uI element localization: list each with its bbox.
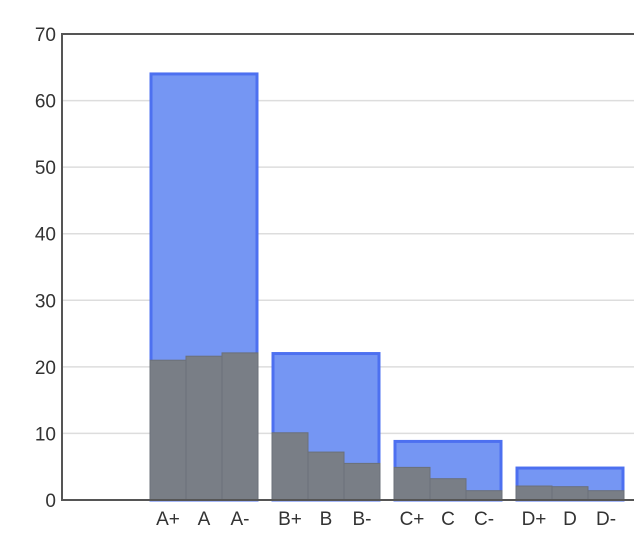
grade-bar (185, 355, 223, 501)
x-tick-label: A (198, 509, 211, 530)
grade-bars (149, 352, 625, 501)
x-tick-label: B+ (278, 509, 302, 530)
grade-bar (587, 490, 625, 501)
y-tick-label: 70 (35, 25, 56, 46)
axes (61, 33, 634, 501)
y-tick-label: 20 (35, 358, 56, 379)
y-tick-label: 50 (35, 158, 56, 179)
x-tick-label: A- (231, 509, 250, 530)
x-tick-label: B- (353, 509, 372, 530)
x-tick-label: D+ (522, 509, 547, 530)
x-tick-label: C (441, 509, 455, 530)
axis-labels: 0 10 20 30 40 50 60 70 A+ A A- B+ B B- C+ C C- D+ D D- (35, 25, 616, 530)
grade-bar (429, 478, 467, 501)
x-tick-label: D- (596, 509, 616, 530)
x-tick-label: A+ (156, 509, 180, 530)
grade-bar (393, 466, 431, 501)
y-tick-label: 60 (35, 92, 56, 113)
grade-bar (343, 462, 381, 501)
x-tick-label: D (563, 509, 577, 530)
x-tick-label: C+ (400, 509, 425, 530)
grade-bar (271, 432, 309, 501)
grade-bar (465, 490, 503, 501)
y-tick-label: 30 (35, 291, 56, 312)
grade-bar (149, 359, 187, 501)
y-tick-label: 40 (35, 225, 56, 246)
grade-bar (551, 486, 589, 501)
x-tick-label: C- (474, 509, 494, 530)
y-tick-label: 10 (35, 424, 56, 445)
grade-bar (221, 352, 259, 501)
x-tick-label: B (320, 509, 333, 530)
grade-bar (515, 485, 553, 501)
grade-bar (307, 451, 345, 501)
y-tick-label: 0 (45, 491, 56, 512)
